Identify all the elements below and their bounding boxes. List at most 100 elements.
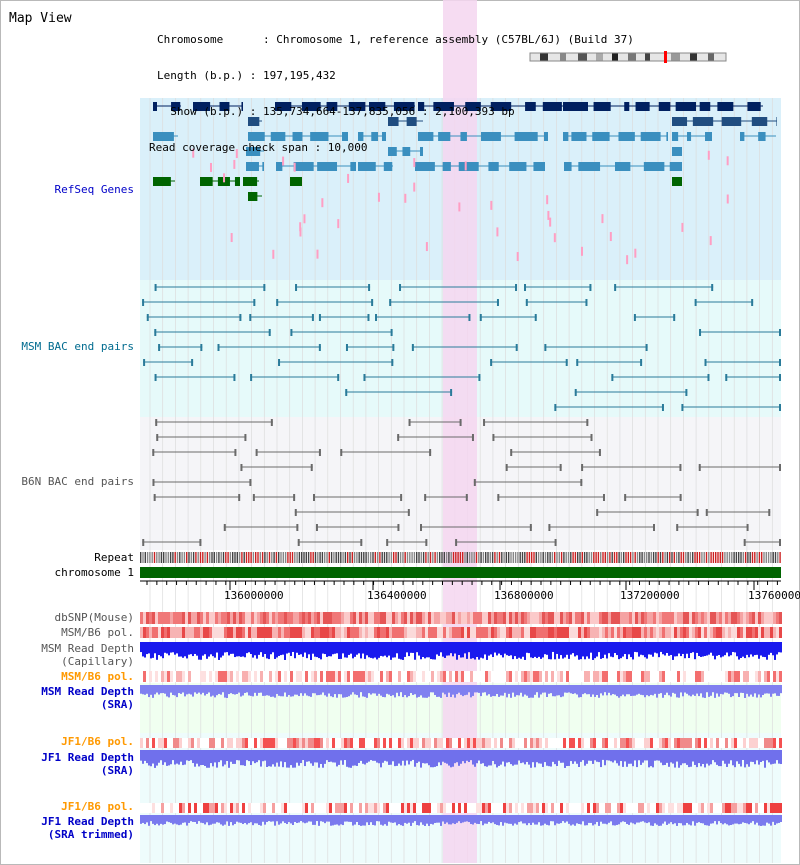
gene-exon (740, 132, 745, 141)
jf1-depth-trimmed-bar (684, 815, 686, 826)
msm-depth-capillary-bar (242, 642, 244, 657)
msm-depth-capillary-bar (746, 642, 748, 655)
jf1-pol-cell (554, 738, 557, 748)
msm-pol2-cell (539, 671, 542, 682)
msm-depth-sra-bar (602, 685, 604, 696)
repeat-tick (358, 552, 360, 563)
msm-depth-sra-bar (448, 685, 450, 693)
gene-exon (342, 132, 348, 141)
msm-pol-cell (152, 627, 155, 638)
jf1-depth-sra-bar (530, 750, 532, 768)
dbsnp-cell (377, 612, 380, 624)
jf1-depth-sra-bar (584, 750, 586, 766)
track-label-msm-bac[interactable]: MSM BAC end pairs (21, 340, 134, 353)
track-label-msm-depth-capillary[interactable]: MSM Read Depth (41, 642, 134, 655)
jf1-pol2-cell (524, 803, 527, 813)
msm-bac-pair-end (371, 299, 374, 306)
msm-pol2-cell (413, 671, 416, 682)
repeat-tick (211, 552, 213, 563)
msm-pol2-cell (395, 671, 398, 682)
jf1-depth-sra-bar (296, 750, 298, 763)
jf1-depth-trimmed-bar (360, 815, 362, 826)
repeat-tick (689, 552, 692, 563)
msm-depth-capillary-bar (314, 642, 316, 657)
track-label-dbsnp[interactable]: dbSNP(Mouse) (54, 611, 134, 624)
msm-depth-sra-bar (666, 685, 668, 693)
jf1-depth-trimmed-bar (668, 815, 670, 824)
track-label-jf1-b6-pol-1[interactable]: JF1/B6 pol. (61, 735, 134, 748)
track-label-jf1-depth-trimmed[interactable]: JF1 Read Depth (41, 815, 134, 828)
jf1-pol2-cell (227, 803, 230, 813)
dbsnp-cell (473, 612, 476, 624)
msm-depth-sra-bar (646, 685, 648, 696)
msm-depth-capillary-bar (630, 642, 632, 658)
msm-depth-sra-bar (402, 685, 404, 698)
repeat-tick (303, 552, 305, 563)
dbsnp-cell (605, 612, 608, 624)
msm-depth-capillary-bar (724, 642, 726, 656)
jf1-depth-trimmed-bar (216, 815, 218, 823)
msm-depth-capillary-bar (232, 642, 234, 654)
jf1-depth-trimmed-bar (592, 815, 594, 826)
repeat-tick (761, 552, 763, 563)
jf1-depth-trimmed-bar (520, 815, 522, 822)
ideogram-band (596, 53, 603, 61)
axis-tick-label: 137200000 (620, 589, 680, 602)
repeat-tick (662, 552, 664, 563)
track-label-msm-depth-sra[interactable]: MSM Read Depth (41, 685, 134, 698)
jf1-pol-cell (371, 738, 374, 748)
msm-pol2-cell (575, 671, 578, 682)
ideogram-band (671, 53, 680, 61)
b6n-bac-pair-end (705, 509, 708, 516)
jf1-depth-sra-bar (156, 750, 158, 766)
msm-depth-capillary-bar (254, 642, 256, 656)
msm-depth-sra-bar (294, 685, 296, 695)
msm-depth-sra-bar (626, 685, 628, 695)
msm-pol2-cell (776, 671, 779, 682)
track-label-jf1-depth-sra[interactable]: JF1 Read Depth (41, 751, 134, 764)
track-label-refseq-genes[interactable]: RefSeq Genes (54, 183, 134, 196)
jf1-depth-sra-bar (572, 750, 574, 764)
msm-bac-pair-end (707, 374, 710, 381)
gene-exon (542, 102, 562, 111)
track-label-msm-b6-pol-2[interactable]: MSM/B6 pol. (61, 670, 134, 683)
track-label-msm-b6-pol-1[interactable]: MSM/B6 pol. (61, 626, 134, 639)
b6n-bac-pair-end (473, 479, 476, 486)
jf1-depth-trimmed-bar (334, 815, 336, 825)
msm-pol-cell (491, 627, 494, 638)
jf1-pol-cell (764, 738, 767, 748)
ideogram-position-marker (664, 51, 667, 63)
msm-pol2-cell (542, 671, 545, 682)
jf1-pol-cell (386, 738, 389, 748)
repeat-tick (505, 552, 508, 563)
msm-depth-sra-bar (484, 685, 486, 693)
msm-depth-sra-bar (746, 685, 748, 694)
jf1-pol2-cell (692, 803, 695, 813)
jf1-pol-cell (491, 738, 494, 748)
jf1-depth-sra-bar (488, 750, 490, 766)
jf1-depth-trimmed-bar (624, 815, 626, 822)
msm-pol2-cell (197, 671, 200, 682)
msm-depth-capillary-bar (658, 642, 660, 658)
jf1-pol2-cell (722, 803, 725, 813)
jf1-depth-sra-bar (746, 750, 748, 765)
msm-depth-capillary-bar (334, 642, 336, 654)
msm-pol2-cell (152, 671, 155, 682)
gene-exon (275, 102, 292, 111)
jf1-pol2-cell (749, 803, 752, 813)
msm-depth-sra-bar (378, 685, 380, 694)
jf1-depth-trimmed-bar (290, 815, 292, 824)
jf1-depth-trimmed-bar (224, 815, 226, 825)
msm-depth-capillary-bar (700, 642, 702, 657)
ideogram-outline (529, 52, 727, 62)
jf1-depth-sra-bar (418, 750, 420, 762)
track-label-jf1-b6-pol-2[interactable]: JF1/B6 pol. (61, 800, 134, 813)
jf1-depth-sra-bar (752, 750, 754, 762)
track-label-b6n-bac[interactable]: B6N BAC end pairs (21, 475, 134, 488)
jf1-depth-trimmed-bar (504, 815, 506, 823)
jf1-depth-sra-bar (498, 750, 500, 766)
repeat-tick (229, 552, 232, 563)
jf1-depth-sra-bar (362, 750, 364, 764)
msm-depth-sra-bar (526, 685, 528, 696)
